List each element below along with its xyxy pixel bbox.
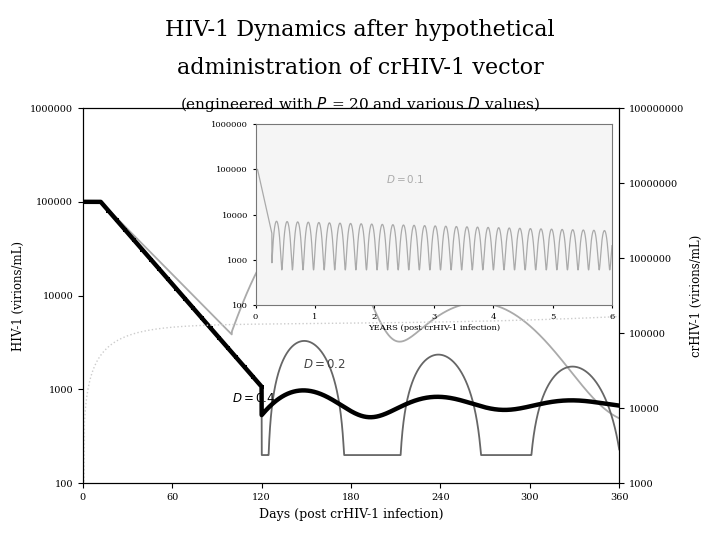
Text: $D = 0.1$: $D = 0.1$ [392,290,436,303]
Text: (engineered with $P$ = 20 and various $D$ values): (engineered with $P$ = 20 and various $D… [180,94,540,113]
Text: HIV-1 Dynamics after hypothetical: HIV-1 Dynamics after hypothetical [165,19,555,41]
Y-axis label: HIV-1 (virions/mL): HIV-1 (virions/mL) [12,241,24,350]
Y-axis label: crHIV-1 (virions/mL): crHIV-1 (virions/mL) [690,234,703,357]
Text: $D = 0.1$: $D = 0.1$ [386,173,425,185]
Text: crHIV-1: crHIV-1 [522,280,566,290]
Text: $D = 0.4$: $D = 0.4$ [232,392,275,406]
X-axis label: YEARS (post crHIV-1 infection): YEARS (post crHIV-1 infection) [368,323,500,332]
Text: $D = 0.2$: $D = 0.2$ [303,358,346,371]
Text: administration of crHIV-1 vector: administration of crHIV-1 vector [176,57,544,79]
X-axis label: Days (post crHIV-1 infection): Days (post crHIV-1 infection) [258,508,444,521]
